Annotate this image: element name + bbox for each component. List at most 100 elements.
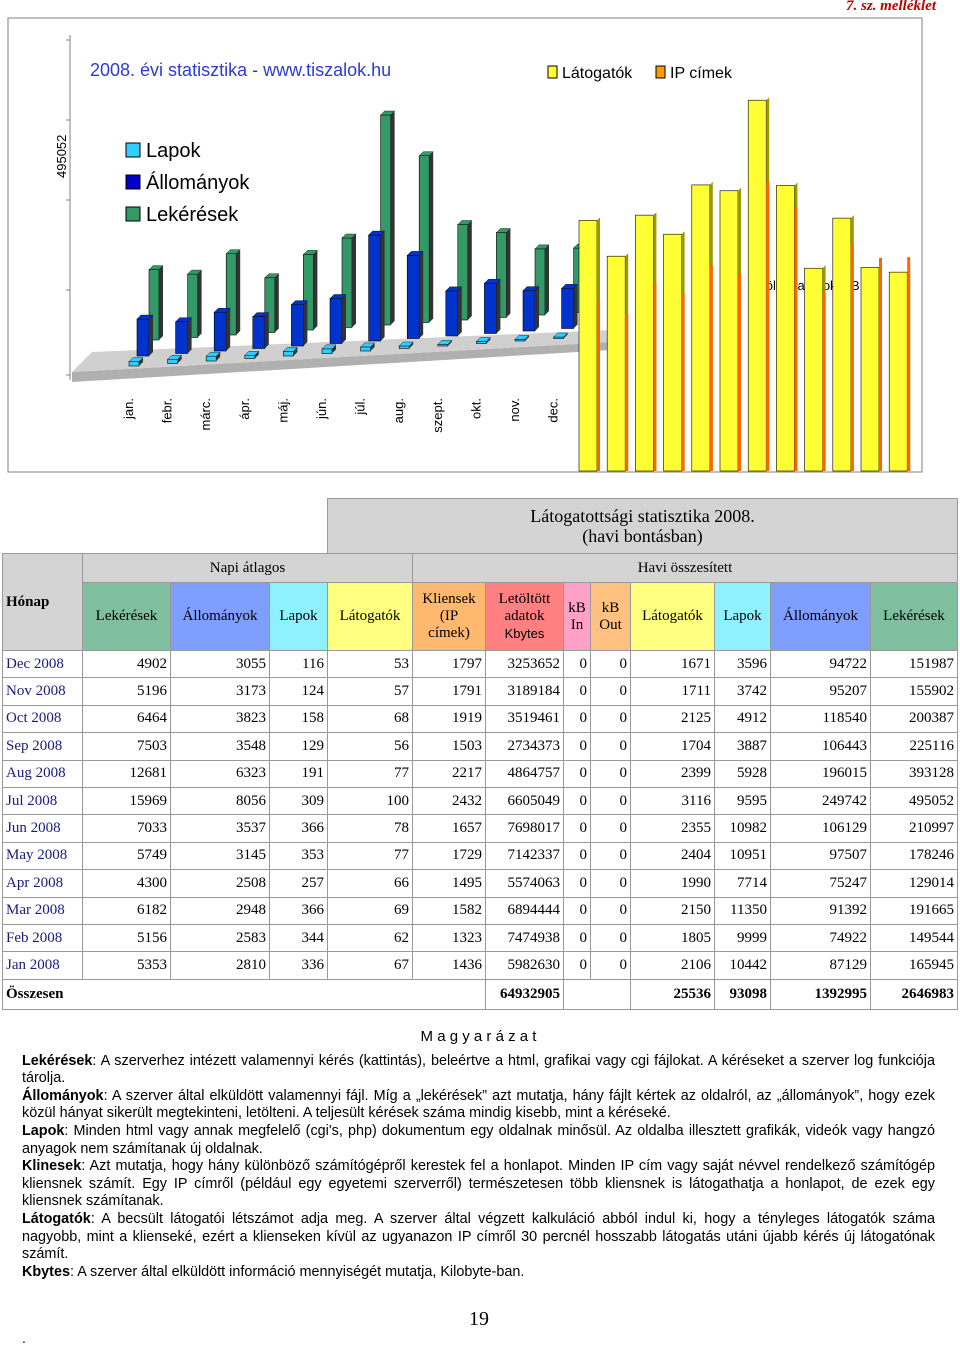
bar (329, 294, 347, 344)
definition: : A szerverhez intézett valamennyi kérés… (22, 1052, 935, 1087)
column-header: Lekérések (870, 582, 958, 651)
bar-top (495, 228, 511, 233)
value-cell: 2399 (630, 759, 715, 788)
value-cell: 1582 (412, 896, 486, 925)
bar (709, 265, 713, 471)
bar-top (380, 110, 396, 116)
total-kbytes: 64932905 (485, 978, 564, 1010)
value-cell: 2355 (630, 814, 715, 843)
value-cell: 1791 (412, 677, 486, 706)
value-cell: 2432 (412, 786, 486, 816)
bar-side (573, 284, 578, 329)
header-line: Lekérések (95, 608, 158, 624)
value-cell: 210997 (870, 814, 958, 843)
value-cell: 4864757 (485, 759, 564, 788)
value-cell: 1919 (412, 704, 486, 734)
legend-swatch (125, 174, 141, 190)
column-header: Lekérések (82, 582, 171, 651)
value-cell: 56 (327, 732, 413, 761)
x-tick-label: okt. (468, 398, 483, 419)
month-cell: Jun 2008 (2, 814, 83, 843)
legend-label: Állományok (146, 171, 250, 194)
bar-top (457, 220, 473, 225)
value-cell: 0 (563, 951, 591, 980)
value-cell: 5749 (82, 841, 171, 871)
bar (879, 257, 882, 471)
bar-side (496, 279, 501, 334)
value-cell: 74922 (770, 923, 871, 953)
value-cell: 1495 (412, 869, 486, 898)
bar-front (205, 355, 217, 362)
bar (406, 251, 424, 339)
bar (907, 257, 911, 471)
bar-front (522, 290, 536, 332)
value-cell: 1671 (630, 649, 715, 679)
header-line: adatok (504, 608, 545, 624)
value-cell: 0 (590, 786, 631, 816)
value-cell: 57 (327, 677, 413, 706)
bar-side (352, 233, 356, 328)
bar-top (167, 355, 183, 360)
value-cell: 3548 (170, 732, 270, 761)
value-cell: 0 (563, 869, 591, 898)
bar-side (457, 286, 462, 336)
bar (794, 207, 798, 471)
x-tick-label: jan. (121, 398, 136, 420)
bar (561, 284, 579, 329)
bar (136, 314, 154, 357)
bar (205, 351, 221, 362)
table-title: Látogatottsági statisztika 2008. (havi bo… (327, 498, 958, 554)
value-cell: 1990 (630, 869, 715, 898)
data-row: Aug 2008 12681 6323 191 77 2217 4864757 0 0 2399 5… (2, 759, 958, 788)
term: Klinesek (22, 1158, 82, 1175)
bar-top (136, 314, 154, 320)
bar (738, 273, 741, 471)
data-row: Sep 2008 7503 3548 129 56 1503 2734373 0 0 1704 38… (2, 732, 958, 761)
bar (663, 233, 682, 472)
bar (225, 249, 241, 336)
legend-swatch (125, 206, 141, 222)
value-cell: 5982630 (485, 951, 564, 980)
bar-side (535, 286, 539, 331)
bar (418, 151, 434, 323)
value-cell: 94722 (770, 649, 871, 679)
bar (514, 335, 530, 342)
value-cell: 3189184 (485, 677, 564, 706)
x-tick-label: júl. (353, 398, 368, 416)
chart-title: 2008. évi statisztika - www.tiszalok.hu (90, 60, 391, 80)
value-cell: 69 (327, 896, 413, 925)
value-cell: 249742 (770, 786, 871, 816)
value-cell: 4300 (82, 869, 171, 898)
value-cell: 6894444 (485, 896, 564, 925)
data-row: Feb 2008 5156 2583 344 62 1323 7474938 0 0 1805 99… (2, 923, 958, 953)
bar-front (175, 321, 188, 354)
bar (264, 273, 280, 333)
header-line: Állományok (182, 608, 258, 624)
column-header: kB Out (590, 582, 631, 651)
value-cell: 2810 (170, 951, 270, 980)
explanation-item: Lekérések: A szerverhez intézett valamen… (22, 1053, 935, 1088)
empty-cell (2, 498, 328, 554)
value-cell: 9595 (714, 786, 771, 816)
header-line: Lapok (279, 608, 318, 624)
header-line: Kliensek (422, 591, 476, 607)
header-line: Out (599, 616, 622, 633)
bar (653, 282, 657, 471)
data-row: Dec 2008 4902 3055 116 53 1797 3253652 0 0 1671 35… (2, 649, 958, 679)
value-cell: 10442 (714, 951, 771, 980)
value-cell: 366 (269, 814, 328, 843)
value-cell: 116 (269, 649, 328, 679)
value-cell: 344 (269, 923, 328, 953)
bar-top (553, 332, 569, 338)
bar-side (467, 220, 472, 320)
value-cell: 67 (327, 951, 413, 980)
bar (321, 344, 337, 354)
value-cell: 3173 (170, 677, 270, 706)
value-cell: 366 (269, 896, 328, 925)
month-cell: Oct 2008 (2, 704, 83, 734)
value-cell: 7474938 (485, 923, 564, 953)
bar-top (329, 294, 347, 299)
bar-top (341, 233, 357, 239)
value-cell: 5353 (82, 951, 171, 980)
